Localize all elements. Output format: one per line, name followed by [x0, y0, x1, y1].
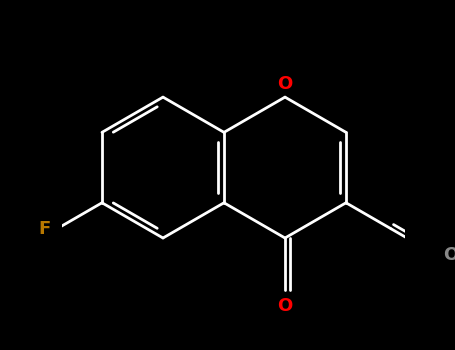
Text: O: O	[278, 75, 293, 93]
Text: F: F	[39, 220, 51, 238]
Text: O: O	[278, 298, 293, 315]
Text: O: O	[444, 246, 455, 264]
